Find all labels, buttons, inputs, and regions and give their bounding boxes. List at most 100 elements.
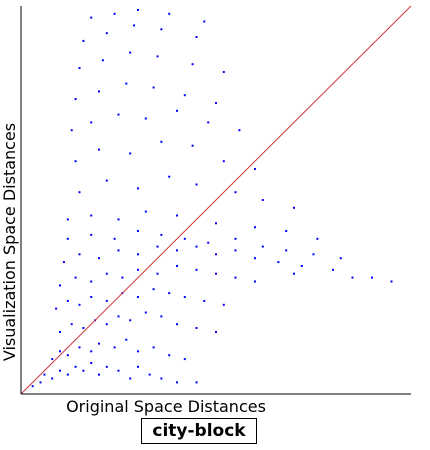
data-point — [113, 237, 116, 240]
data-point — [234, 237, 237, 240]
data-point — [215, 253, 217, 256]
data-point — [105, 179, 108, 182]
data-point — [137, 268, 139, 271]
data-point — [98, 257, 100, 260]
data-point — [74, 365, 77, 368]
data-point — [51, 377, 54, 380]
data-point — [390, 280, 393, 283]
data-point — [137, 8, 139, 11]
data-point — [176, 381, 178, 384]
data-point — [90, 233, 93, 236]
data-point — [66, 354, 69, 357]
data-point — [105, 272, 108, 275]
data-point — [195, 381, 198, 384]
data-point — [215, 272, 217, 275]
data-point — [261, 199, 264, 201]
data-point — [70, 323, 73, 326]
data-point — [176, 249, 178, 252]
data-point — [78, 253, 81, 256]
data-point — [316, 237, 319, 240]
data-point — [74, 276, 77, 279]
data-point — [152, 346, 155, 349]
data-point — [59, 284, 61, 287]
data-point — [234, 276, 237, 279]
data-point — [332, 268, 334, 271]
data-point — [82, 369, 85, 372]
data-point — [43, 373, 46, 376]
data-point — [74, 98, 77, 101]
data-point — [78, 191, 81, 194]
data-point — [261, 245, 264, 248]
data-point — [277, 261, 280, 264]
data-point — [168, 354, 171, 357]
data-point — [90, 121, 93, 124]
data-point — [129, 377, 132, 380]
data-point — [137, 350, 139, 353]
data-point — [160, 28, 163, 31]
data-point — [74, 160, 77, 163]
data-point — [105, 32, 108, 35]
data-point — [117, 218, 120, 221]
data-point — [152, 86, 155, 89]
data-point — [168, 12, 171, 15]
data-point — [312, 253, 315, 256]
data-point — [113, 12, 116, 15]
data-point — [90, 16, 93, 19]
data-point — [160, 377, 163, 380]
data-point — [59, 330, 61, 333]
data-point — [339, 257, 342, 260]
data-point — [195, 268, 198, 271]
data-point — [254, 226, 256, 229]
data-point — [293, 272, 295, 275]
data-point — [148, 373, 151, 376]
data-point — [351, 276, 354, 279]
data-point — [160, 233, 163, 236]
data-point — [117, 369, 120, 372]
data-point — [234, 191, 237, 194]
data-point — [183, 358, 186, 361]
data-point — [144, 311, 147, 314]
data-point — [215, 222, 217, 225]
data-point — [222, 71, 225, 73]
data-point — [51, 358, 54, 361]
data-point — [137, 187, 139, 190]
data-point — [176, 323, 178, 326]
data-point — [195, 327, 198, 329]
reference-line-y-equals-x — [20, 5, 412, 395]
data-point — [90, 362, 93, 364]
data-point — [215, 102, 217, 104]
data-point — [293, 206, 295, 209]
data-point — [101, 59, 104, 62]
data-point — [152, 288, 155, 291]
data-point — [31, 385, 34, 388]
data-point — [176, 265, 178, 267]
data-point — [168, 175, 171, 178]
data-point — [66, 218, 69, 221]
data-point — [90, 350, 93, 353]
data-point — [137, 230, 139, 232]
data-point — [207, 121, 210, 124]
y-axis-title: Visualization Space Distances — [0, 123, 19, 361]
data-point — [98, 90, 100, 93]
data-point — [133, 24, 136, 27]
data-point — [371, 276, 373, 279]
data-point — [156, 245, 159, 248]
data-point — [160, 140, 163, 143]
data-point — [183, 296, 186, 298]
data-point — [129, 51, 132, 54]
data-point — [176, 214, 178, 217]
data-point — [98, 148, 100, 151]
data-point — [55, 307, 58, 310]
data-point — [203, 20, 206, 23]
data-point — [137, 296, 139, 298]
data-point — [78, 67, 81, 70]
data-point — [222, 303, 225, 306]
data-point — [160, 315, 163, 318]
data-point — [39, 381, 42, 384]
data-point — [90, 296, 93, 298]
data-point — [203, 299, 206, 302]
data-point — [78, 346, 81, 349]
data-point — [285, 249, 288, 252]
data-point — [254, 280, 256, 283]
